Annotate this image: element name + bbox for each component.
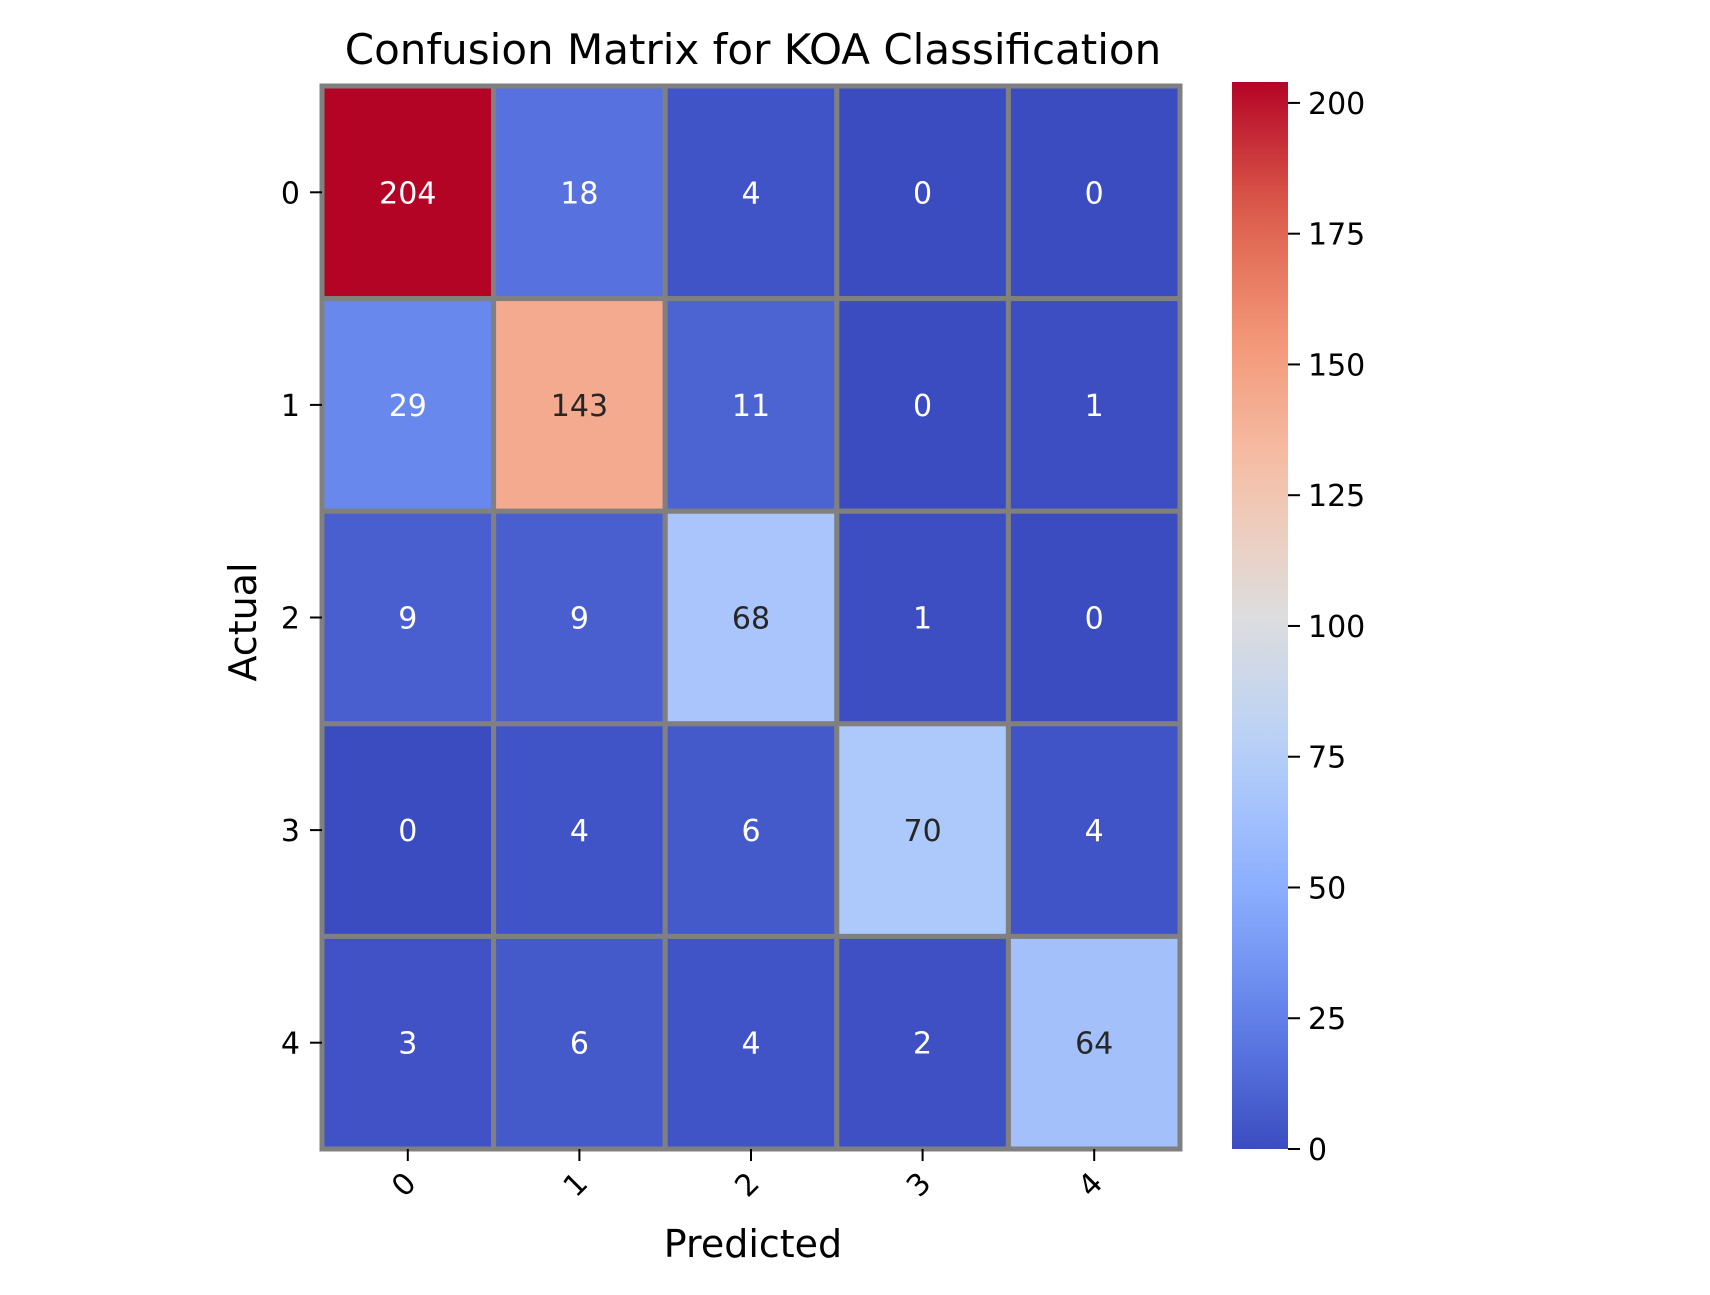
cell-value-r3-c1: 4	[570, 814, 589, 849]
y-tick-label-1: 1	[281, 389, 300, 424]
colorbar-tick-label-8: 200	[1308, 87, 1365, 122]
heatmap-cell-r2-c1	[491, 508, 668, 727]
heatmap-cell-r1-c2	[662, 296, 840, 514]
cell-value-r3-c0: 0	[398, 814, 417, 849]
x-tick-label-1: 1	[557, 1166, 595, 1204]
heatmap-cell-r3-c3	[834, 721, 1011, 939]
heatmap-annotations: 204 18 4 0 029 143 11 0 19 9 68 1 00 4 6 70 43 6 4 2 64	[379, 176, 1113, 1061]
cell-value-r4-c1: 6	[570, 1027, 589, 1062]
colorbar-tick-label-6: 150	[1308, 348, 1365, 383]
cell-value-r3-c3: 70	[904, 814, 942, 849]
heatmap-cell-r4-c0	[319, 933, 497, 1152]
heatmap-cell-r3-c4	[1005, 721, 1183, 939]
cell-value-r1-c0: 29	[389, 389, 427, 424]
cell-value-r2-c2: 68	[732, 602, 770, 637]
cell-value-r0-c2: 4	[741, 176, 760, 211]
cell-value-r1-c3: 0	[913, 389, 932, 424]
cell-value-r0-c0: 204	[379, 176, 436, 211]
colorbar-tick-label-1: 25	[1308, 1002, 1346, 1037]
colorbar-gradient	[1232, 82, 1288, 1149]
cell-value-r4-c0: 3	[398, 1027, 417, 1062]
cell-value-r1-c2: 11	[732, 389, 770, 424]
heatmap-cell-r0-c1	[491, 83, 668, 302]
x-tick-label-0: 0	[385, 1166, 423, 1204]
y-tick-label-4: 4	[281, 1027, 300, 1062]
cell-value-r1-c4: 1	[1085, 389, 1104, 424]
y-tick-label-2: 2	[281, 602, 300, 637]
colorbar-tick-label-3: 75	[1308, 741, 1346, 776]
x-tick-label-3: 3	[900, 1166, 938, 1204]
heatmap-cell-r3-c1	[491, 721, 668, 939]
cell-value-r1-c1: 143	[551, 389, 608, 424]
colorbar-tick-label-7: 175	[1308, 218, 1365, 253]
cell-value-r4-c3: 2	[913, 1027, 932, 1062]
cell-value-r2-c0: 9	[398, 602, 417, 637]
cell-value-r4-c4: 64	[1075, 1027, 1113, 1062]
colorbar: 0 25 50 75 100 125 150 175 200	[1232, 82, 1365, 1168]
cell-value-r3-c4: 4	[1085, 814, 1104, 849]
cell-value-r0-c3: 0	[913, 176, 932, 211]
y-axis-ticks: 0 1 2 3 4	[281, 176, 322, 1062]
x-tick-label-4: 4	[1072, 1166, 1110, 1204]
colorbar-tick-label-2: 50	[1308, 871, 1346, 906]
cell-value-r2-c1: 9	[570, 602, 589, 637]
cell-value-r2-c3: 1	[913, 602, 932, 637]
heatmap-cell-r4-c1	[491, 933, 668, 1152]
chart-title: Confusion Matrix for KOA Classification	[345, 25, 1162, 74]
x-tick-label-2: 2	[728, 1166, 766, 1204]
y-axis-label: Actual	[221, 562, 265, 681]
cell-value-r0-c1: 18	[560, 176, 598, 211]
x-axis-label: Predicted	[664, 1222, 842, 1266]
colorbar-tick-label-5: 125	[1308, 479, 1365, 514]
colorbar-tick-label-4: 100	[1308, 610, 1365, 645]
heatmap-cell-r1-c4	[1005, 296, 1183, 514]
heatmap-cell-r4-c2	[662, 933, 840, 1152]
colorbar-tick-label-0: 0	[1308, 1133, 1327, 1168]
heatmap-cells	[319, 83, 1183, 1152]
heatmap-cell-r2-c3	[834, 508, 1011, 727]
cell-value-r2-c4: 0	[1085, 602, 1104, 637]
cell-value-r4-c2: 4	[741, 1027, 760, 1062]
heatmap-cell-r3-c2	[662, 721, 840, 939]
y-tick-label-3: 3	[281, 814, 300, 849]
cell-value-r0-c4: 0	[1085, 176, 1104, 211]
cell-value-r3-c2: 6	[741, 814, 760, 849]
y-tick-label-0: 0	[281, 176, 300, 211]
x-axis-ticks: 0 1 2 3 4	[385, 1149, 1110, 1204]
